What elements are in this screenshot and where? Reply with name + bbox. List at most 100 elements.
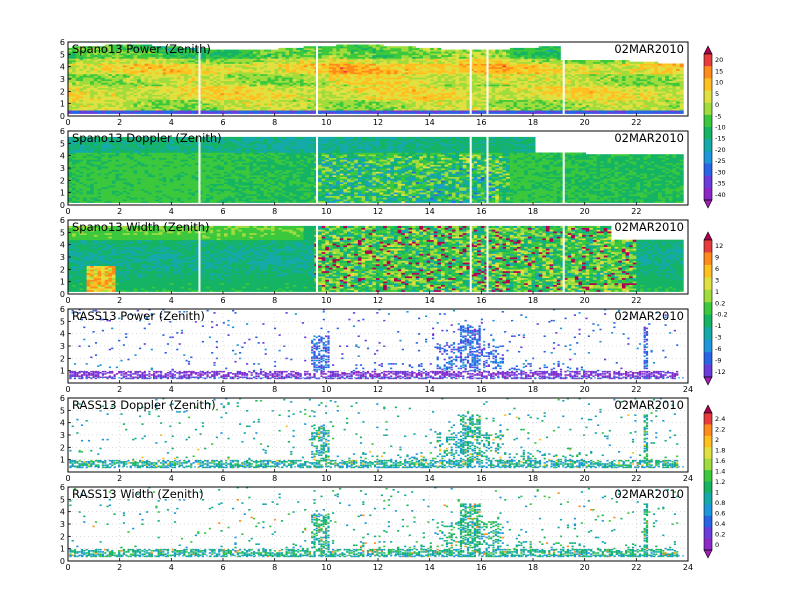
cell	[267, 83, 271, 85]
cell	[130, 96, 134, 98]
cell	[351, 89, 355, 91]
cell	[170, 96, 174, 98]
cell	[430, 77, 434, 79]
cell	[192, 57, 196, 59]
cell	[369, 89, 373, 91]
cell	[452, 96, 456, 98]
cell	[300, 51, 304, 53]
cell	[390, 46, 394, 48]
cell	[249, 89, 253, 91]
cell	[275, 83, 279, 85]
cell	[90, 64, 94, 66]
cell	[333, 64, 337, 66]
cell	[390, 96, 394, 98]
cell	[76, 103, 80, 105]
cell	[296, 89, 300, 91]
cell	[372, 96, 376, 98]
cell	[322, 108, 326, 110]
cell	[423, 108, 427, 110]
cell	[184, 83, 188, 85]
cell	[311, 89, 315, 91]
cell	[358, 70, 362, 72]
cell	[264, 50, 268, 52]
cell	[448, 51, 452, 53]
cell	[166, 89, 170, 91]
cell	[362, 96, 366, 98]
cell	[181, 96, 185, 98]
cell	[372, 45, 376, 47]
cell	[427, 83, 431, 85]
cell	[311, 83, 315, 85]
cell	[419, 57, 423, 59]
cell	[401, 57, 405, 59]
cell	[90, 57, 94, 59]
cell	[72, 103, 76, 105]
cell	[445, 96, 449, 98]
cell	[213, 50, 217, 52]
cell	[304, 103, 308, 105]
cell	[148, 64, 152, 66]
cell	[441, 57, 445, 59]
cell	[253, 57, 257, 59]
cell	[145, 89, 149, 91]
cell	[300, 108, 304, 110]
cell	[94, 57, 98, 59]
cell	[362, 45, 366, 47]
cell	[325, 46, 329, 48]
cell	[220, 70, 224, 72]
cell	[293, 51, 297, 53]
cell	[188, 108, 192, 110]
cell	[271, 103, 275, 105]
cell	[300, 89, 304, 91]
cell	[148, 108, 152, 110]
cell	[351, 77, 355, 79]
cell	[134, 108, 138, 110]
cell	[448, 77, 452, 79]
cell	[409, 83, 413, 85]
cell	[235, 77, 239, 79]
cell	[289, 57, 293, 59]
cell	[257, 70, 261, 72]
cell	[170, 108, 174, 110]
cell	[220, 89, 224, 91]
cell	[441, 64, 445, 66]
cell	[166, 64, 170, 66]
cell	[130, 108, 134, 110]
cell	[231, 96, 235, 98]
cell	[329, 89, 333, 91]
cell	[390, 103, 394, 105]
cell	[119, 108, 123, 110]
cell	[242, 96, 246, 98]
cell	[105, 96, 109, 98]
cell	[456, 96, 460, 98]
cell	[358, 108, 362, 110]
cell	[264, 64, 268, 66]
cell	[108, 89, 112, 91]
cell	[98, 70, 102, 72]
cell	[459, 108, 463, 110]
cell	[441, 51, 445, 53]
cell	[72, 77, 76, 79]
cell	[202, 70, 206, 72]
cell	[419, 77, 423, 79]
cell	[437, 108, 441, 110]
cell	[210, 108, 214, 110]
cell	[459, 89, 463, 91]
cell	[380, 64, 384, 66]
cell	[83, 77, 87, 79]
cell	[123, 103, 127, 105]
cell	[394, 51, 398, 53]
cell	[249, 64, 253, 66]
cell	[390, 108, 394, 110]
cell	[336, 96, 340, 98]
cell	[293, 103, 297, 105]
cell	[369, 96, 373, 98]
cell	[282, 108, 286, 110]
cell	[304, 83, 308, 85]
cell	[224, 103, 228, 105]
cell	[155, 108, 159, 110]
cell	[155, 103, 159, 105]
cell	[318, 57, 322, 59]
cell	[383, 64, 387, 66]
